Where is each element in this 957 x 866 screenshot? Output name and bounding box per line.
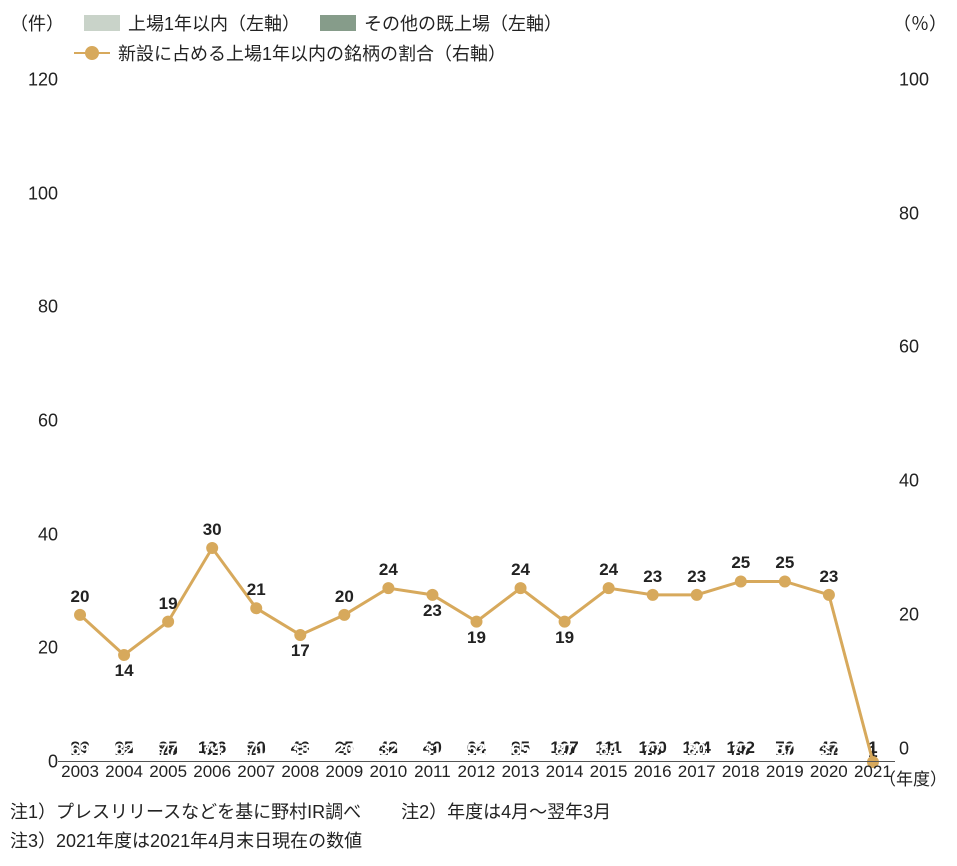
footnote-1: 注1）プレスリリースなどを基に野村IR調べ (10, 798, 361, 827)
x-tick: 2018 (719, 762, 763, 790)
y-right-tick: 20 (899, 604, 947, 625)
line-marker (427, 590, 437, 600)
line-value-label: 23 (423, 601, 442, 621)
x-tick: 2017 (675, 762, 719, 790)
line-marker (824, 590, 834, 600)
line-value-label: 25 (731, 553, 750, 573)
x-tick: 2016 (631, 762, 675, 790)
legend-row-2: 新設に占める上場1年以内の銘柄の割合（右軸） (10, 40, 947, 66)
legend-line: 新設に占める上場1年以内の銘柄の割合（右軸） (74, 40, 506, 66)
chart-container: （件） 上場1年以内（左軸） その他の既上場（左軸） （％） 新設に占める上場1… (10, 10, 947, 856)
line-overlay (58, 80, 895, 762)
y-left-tick: 20 (10, 638, 58, 659)
swatch-line (74, 52, 110, 54)
legend-lower-label: その他の既上場（左軸） (364, 10, 562, 36)
x-tick: 2005 (146, 762, 190, 790)
y-left-tick: 120 (10, 70, 58, 91)
line-value-label: 14 (115, 661, 134, 681)
line-marker (383, 583, 393, 593)
line-value-label: 19 (467, 628, 486, 648)
line-marker (207, 543, 217, 553)
swatch-upper (84, 15, 120, 31)
x-tick: 2015 (587, 762, 631, 790)
footnote-3: 注3）2021年度は2021年4月末日現在の数値 (10, 827, 947, 856)
line-value-label: 25 (775, 553, 794, 573)
y-right-tick: 80 (899, 203, 947, 224)
line-value-label: 23 (687, 567, 706, 587)
line-marker (251, 603, 261, 613)
x-tick: 2010 (366, 762, 410, 790)
line-value-label: 19 (555, 628, 574, 648)
line-marker (692, 590, 702, 600)
x-axis: 2003200420052006200720082009201020112012… (58, 762, 895, 790)
y-left-tick: 100 (10, 183, 58, 204)
line-marker (736, 576, 746, 586)
line-value-label: 20 (335, 587, 354, 607)
line-marker (75, 610, 85, 620)
line-marker (648, 590, 658, 600)
footnotes: 注1）プレスリリースなどを基に野村IR調べ 注2）年度は4月～翌年3月 注3）2… (10, 798, 947, 856)
x-tick: 2006 (190, 762, 234, 790)
x-tick: 2014 (543, 762, 587, 790)
plot-area: 8617699513829518771063274901971468382552… (58, 80, 895, 762)
line-value-label: 21 (247, 580, 266, 600)
line-value-label: 24 (511, 560, 530, 580)
footnote-2: 注2）年度は4月～翌年3月 (401, 798, 611, 827)
line-value-label: 20 (71, 587, 90, 607)
x-axis-unit: （年度） (879, 765, 947, 790)
y-left-tick: 80 (10, 297, 58, 318)
x-tick: 2008 (278, 762, 322, 790)
left-axis-unit: （件） (10, 10, 64, 36)
line-marker (516, 583, 526, 593)
line-value-label: 17 (291, 641, 310, 661)
y-right-tick: 100 (899, 70, 947, 91)
legend-upper-label: 上場1年以内（左軸） (128, 10, 300, 36)
trend-line (80, 548, 873, 762)
y-right-tick: 60 (899, 337, 947, 358)
swatch-lower (320, 15, 356, 31)
right-axis-unit: （％） (893, 10, 947, 36)
x-tick: 2011 (410, 762, 454, 790)
line-marker (163, 617, 173, 627)
line-value-label: 30 (203, 520, 222, 540)
legend: （件） 上場1年以内（左軸） その他の既上場（左軸） （％） (10, 10, 947, 36)
line-marker (560, 617, 570, 627)
line-marker (295, 630, 305, 640)
x-tick: 2007 (234, 762, 278, 790)
chart-area: 0 20 40 60 80 100 120 0 20 40 60 80 100 86176995138… (10, 70, 947, 790)
x-tick: 2012 (454, 762, 498, 790)
y-left-axis: 020406080100120 (10, 80, 58, 762)
line-marker (604, 583, 614, 593)
x-tick: 2019 (763, 762, 807, 790)
line-marker (472, 617, 482, 627)
x-tick: 2020 (807, 762, 851, 790)
line-value-label: 24 (599, 560, 618, 580)
legend-line-label: 新設に占める上場1年以内の銘柄の割合（右軸） (118, 40, 506, 66)
y-right-tick: 0 (899, 738, 947, 759)
line-value-label: 23 (643, 567, 662, 587)
y-left-tick: 60 (10, 411, 58, 432)
y-right-axis: 020406080100 (899, 80, 947, 762)
line-marker (780, 576, 790, 586)
line-value-label: 24 (379, 560, 398, 580)
x-tick: 2013 (498, 762, 542, 790)
y-left-tick: 40 (10, 524, 58, 545)
line-marker (339, 610, 349, 620)
line-value-label: 23 (819, 567, 838, 587)
x-tick: 2009 (322, 762, 366, 790)
y-right-tick: 40 (899, 471, 947, 492)
x-tick: 2003 (58, 762, 102, 790)
line-marker (119, 650, 129, 660)
line-value-label: 19 (159, 594, 178, 614)
x-tick: 2004 (102, 762, 146, 790)
y-left-tick: 0 (10, 752, 58, 773)
legend-upper-bar: 上場1年以内（左軸） (84, 10, 300, 36)
legend-lower-bar: その他の既上場（左軸） (320, 10, 562, 36)
